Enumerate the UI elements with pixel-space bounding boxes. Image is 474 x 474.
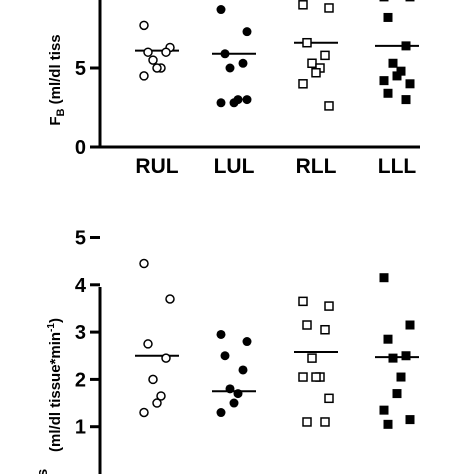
data-point	[392, 389, 402, 399]
data-point	[229, 398, 239, 408]
data-point	[233, 389, 243, 399]
data-point	[139, 71, 149, 81]
data-point	[238, 365, 248, 375]
data-point	[396, 372, 406, 382]
data-point	[139, 258, 149, 269]
y-tick-label: 1	[75, 417, 86, 439]
data-point	[298, 0, 308, 10]
data-point	[396, 66, 406, 76]
data-point	[405, 415, 415, 425]
data-point	[388, 58, 398, 68]
data-point	[143, 47, 153, 57]
category-label-rll: RLL	[296, 155, 337, 178]
data-point	[379, 0, 389, 2]
data-point	[324, 3, 334, 13]
data-point	[152, 398, 162, 408]
y-tick-label: 4	[75, 275, 87, 297]
category-label-rul: RUL	[135, 155, 178, 178]
data-point	[229, 98, 239, 108]
data-point	[379, 76, 389, 86]
data-point	[225, 63, 235, 73]
data-point	[320, 324, 330, 335]
data-point	[302, 37, 312, 48]
data-point	[302, 417, 312, 427]
data-point	[405, 320, 415, 330]
data-point	[216, 329, 226, 339]
bottom-y-axis-label: (ml/dl tissue*min-1)	[46, 318, 64, 452]
data-point	[383, 12, 393, 22]
data-point	[307, 58, 317, 69]
data-point	[383, 419, 393, 429]
data-point	[401, 95, 411, 105]
data-point	[139, 20, 149, 31]
y-tick-label: 2	[75, 369, 86, 391]
data-point	[242, 95, 252, 105]
data-point	[379, 405, 389, 415]
data-point	[302, 320, 312, 330]
data-point	[388, 353, 398, 363]
data-point	[298, 79, 308, 89]
data-point	[324, 393, 334, 404]
data-point	[242, 27, 252, 37]
data-point	[165, 294, 175, 304]
category-label-lll: LLL	[378, 155, 417, 178]
data-point	[156, 391, 166, 401]
data-point	[238, 58, 248, 68]
data-point	[220, 49, 230, 59]
data-point	[148, 374, 158, 385]
data-point	[139, 407, 149, 418]
top-panel: FB (ml/dl tiss 0 5 RUL LUL RLL LLL	[47, 0, 420, 178]
y-tick-label: 0	[75, 137, 86, 159]
data-point	[298, 372, 308, 382]
data-point	[216, 5, 226, 15]
data-point	[324, 101, 334, 111]
data-point	[405, 79, 415, 89]
data-point	[379, 273, 389, 283]
bottom-panel: (ml/dl tissue*min-1) s 1 2 3 4 5	[34, 228, 419, 474]
data-point	[320, 417, 330, 427]
data-point	[242, 337, 252, 347]
data-point	[311, 372, 321, 382]
data-point	[401, 41, 411, 51]
data-point	[148, 55, 158, 65]
y-tick-label: 5	[75, 228, 86, 250]
bottom-y-axis-label-fragment: s	[34, 469, 51, 474]
data-point	[405, 0, 415, 2]
data-point	[161, 47, 171, 57]
data-point	[401, 351, 411, 361]
y-tick-label: 5	[75, 58, 86, 80]
data-point	[311, 67, 321, 78]
data-point	[392, 71, 402, 81]
data-point	[216, 408, 226, 418]
data-point	[307, 353, 317, 363]
y-tick-label: 3	[75, 322, 86, 344]
data-point	[320, 50, 330, 61]
data-point	[383, 88, 393, 98]
data-point	[143, 339, 153, 349]
top-y-axis-label: FB (ml/dl tiss	[47, 34, 67, 125]
data-point	[216, 98, 226, 108]
data-point	[383, 334, 393, 344]
data-point	[324, 301, 334, 311]
data-point	[161, 353, 171, 363]
data-point	[220, 351, 230, 361]
data-point	[225, 384, 235, 394]
data-point	[152, 63, 162, 73]
data-point	[298, 296, 308, 307]
category-label-lul: LUL	[214, 155, 255, 178]
